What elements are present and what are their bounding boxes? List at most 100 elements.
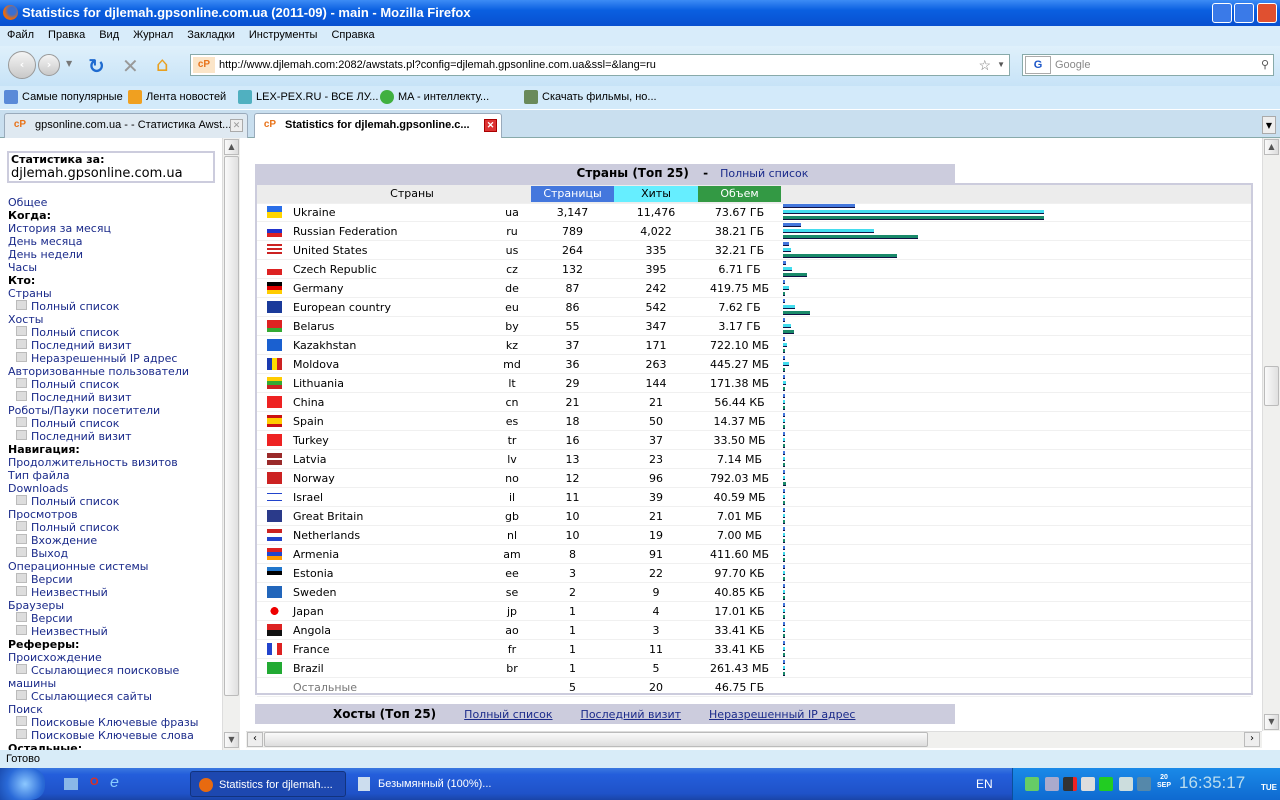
network-icon[interactable] [1025,777,1039,791]
sidebar-link[interactable]: День месяца [8,235,83,248]
sidebar-link[interactable]: Роботы/Пауки посетители [8,404,161,417]
green-status-icon[interactable] [1099,777,1113,791]
sidebar-link[interactable]: Последний визит [8,339,198,352]
menu-history[interactable]: Журнал [133,29,174,41]
main-vertical-scrollbar[interactable]: ▲ ▼ [1262,138,1280,731]
app-icon[interactable] [1137,777,1151,791]
ie-icon[interactable]: e [110,774,119,791]
sidebar-link[interactable]: Полный список [8,378,198,391]
hosts-last-visit-link[interactable]: Последний визит [580,708,682,721]
sidebar-link[interactable]: Неразрешенный IP адрес [8,352,198,365]
sidebar-link[interactable]: День недели [8,248,84,261]
sidebar-link[interactable]: Страны [8,287,52,300]
stop-icon[interactable]: ✕ [122,54,139,78]
sidebar-link[interactable]: Полный список [8,417,198,430]
maximize-button[interactable] [1234,3,1254,23]
start-button[interactable] [0,768,45,800]
clock[interactable]: 16:35:17 [1179,773,1246,792]
scroll-up-arrow[interactable]: ▲ [1264,139,1279,155]
volume-icon[interactable] [1081,777,1095,791]
language-indicator[interactable]: EN [976,777,993,791]
hosts-full-list-link[interactable]: Полный список [464,708,553,721]
menu-bookmarks[interactable]: Закладки [187,29,235,41]
sidebar-link[interactable]: Поиск [8,703,43,716]
forward-button[interactable]: › [38,54,60,76]
sidebar-link[interactable]: Полный список [8,521,198,534]
countries-full-list-link[interactable]: Полный список [720,167,809,180]
sidebar-link[interactable]: Неизвестный [8,625,198,638]
sidebar-link[interactable]: Поисковые Ключевые слова [8,729,198,742]
show-desktop-icon[interactable] [64,778,78,790]
sidebar-link[interactable]: Downloads [8,482,69,495]
sidebar-link[interactable]: Происхождение [8,651,102,664]
sidebar-link[interactable]: Выход [8,547,198,560]
sidebar-link[interactable]: Ссылающиеся поисковые [8,664,198,677]
sidebar-link[interactable]: Полный список [8,326,198,339]
sidebar-link[interactable]: Общее [8,196,48,209]
menu-edit[interactable]: Правка [48,29,86,41]
url-bar[interactable]: cP http://www.djlemah.com:2082/awstats.pl… [190,54,1010,76]
search-input[interactable]: G Google ⚲ [1022,54,1274,76]
close-button[interactable] [1257,3,1277,23]
sidebar-link[interactable]: Версии [8,612,198,625]
scroll-thumb[interactable] [1264,366,1279,406]
sidebar-link[interactable]: Поисковые Ключевые фразы [8,716,198,729]
bookmark-ma[interactable]: MA - интеллекту... [380,86,489,108]
sidebar-link[interactable]: Ссылающиеся сайты [8,690,198,703]
bookmark-news[interactable]: Лента новостей [128,86,226,108]
main-horizontal-scrollbar[interactable]: ‹ › [246,731,1262,748]
sidebar-link[interactable]: Полный список [8,495,198,508]
sidebar-scrollbar[interactable]: ▲ ▼ [222,138,240,750]
scroll-thumb[interactable] [264,732,928,747]
sidebar-link[interactable]: Полный список [8,300,198,313]
url-dropdown-icon[interactable]: ▼ [997,60,1005,69]
bookmark-popular[interactable]: Самые популярные [4,86,123,108]
network-disconnected-icon[interactable] [1063,777,1077,791]
sidebar-link[interactable]: Авторизованные пользователи [8,365,190,378]
sidebar-link[interactable]: Операционные системы [8,560,149,573]
menu-help[interactable]: Справка [331,29,375,41]
scroll-left-arrow[interactable]: ‹ [247,732,263,747]
google-engine-icon[interactable]: G [1025,56,1051,74]
sidebar-link[interactable]: Хосты [8,313,44,326]
sidebar-link[interactable]: Версии [8,573,198,586]
home-icon[interactable]: ⌂ [156,52,169,76]
sidebar-link[interactable]: Продолжительность визитов [8,456,178,469]
reload-icon[interactable]: ↻ [88,54,105,78]
bookmark-star-icon[interactable]: ☆ [978,57,991,73]
scroll-thumb[interactable] [224,156,239,696]
menu-file[interactable]: Файл [7,29,35,41]
back-button[interactable]: ‹ [8,51,36,79]
scroll-up-arrow[interactable]: ▲ [224,139,239,155]
tab-list-button[interactable]: ▼ [1262,116,1276,134]
sidebar-link[interactable]: История за месяц [8,222,111,235]
close-tab-icon[interactable]: ✕ [484,119,497,132]
history-dropdown-icon[interactable]: ▼ [66,59,73,68]
bookmark-movies[interactable]: Скачать фильмы, но... [524,86,657,108]
sidebar-link[interactable]: Браузеры [8,599,65,612]
scroll-down-arrow[interactable]: ▼ [1264,714,1279,730]
opera-icon[interactable]: O [90,776,99,788]
scroll-right-arrow[interactable]: › [1244,732,1260,747]
tab-awstats[interactable]: cP gpsonline.com.ua - - Статистика Awst..… [4,113,248,138]
search-icon[interactable]: ⚲ [1260,59,1269,71]
tab-statistics[interactable]: cP Statistics for djlemah.gpsonline.c... ✕ [254,113,502,138]
sidebar-link[interactable]: Просмотров [8,508,78,521]
bookmark-lexpex[interactable]: LEX-PEX.RU - ВСЕ ЛУ... [238,86,378,108]
scroll-down-arrow[interactable]: ▼ [224,732,239,748]
taskbar-paint[interactable]: Безымянный (100%)... [350,771,506,797]
sidebar-link[interactable]: Часы [8,261,38,274]
sidebar-link[interactable]: Последний визит [8,430,198,443]
taskbar-firefox[interactable]: Statistics for djlemah.... [190,771,346,797]
app-icon[interactable] [1119,777,1133,791]
sidebar-link[interactable]: Последний визит [8,391,198,404]
sidebar-link[interactable]: Тип файла [8,469,70,482]
sidebar-link[interactable]: Вхождение [8,534,198,547]
sidebar-link[interactable]: Неизвестный [8,586,198,599]
sidebar-link[interactable]: машины [8,677,57,690]
close-tab-icon[interactable]: ✕ [230,119,243,132]
hosts-unresolved-ip-link[interactable]: Неразрешенный IP адрес [709,708,856,721]
menu-tools[interactable]: Инструменты [248,29,318,41]
monitor-icon[interactable] [1045,777,1059,791]
minimize-button[interactable] [1212,3,1232,23]
